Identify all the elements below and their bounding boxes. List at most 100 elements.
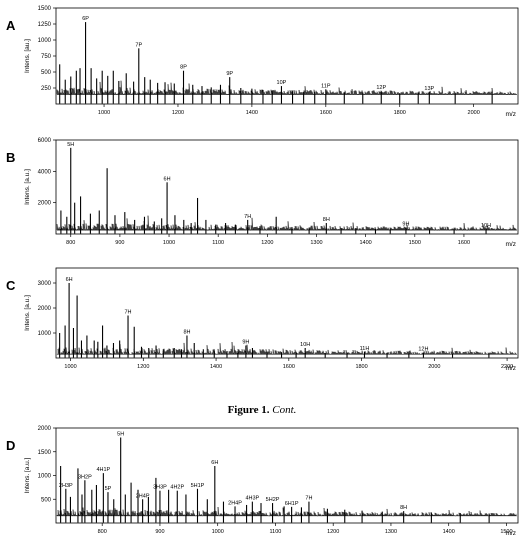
x-tick-label: 2000 bbox=[428, 364, 440, 370]
peak-label: 8H bbox=[183, 330, 190, 336]
x-tick-label: 1000 bbox=[212, 529, 224, 535]
x-tick-label: 1400 bbox=[443, 529, 455, 535]
peak-label: 3H2P bbox=[78, 474, 92, 480]
y-tick-label: 500 bbox=[41, 497, 52, 503]
peak-label: 7H bbox=[125, 310, 132, 316]
peak-label: 7H bbox=[244, 214, 251, 220]
panel-letter: A bbox=[6, 18, 16, 33]
y-tick-label: 750 bbox=[41, 54, 52, 60]
x-tick-label: 800 bbox=[66, 240, 75, 246]
x-tick-label: 1200 bbox=[137, 364, 149, 370]
peak-label: 2H4P bbox=[228, 500, 242, 506]
noise-trace bbox=[56, 342, 517, 356]
peak-label: 11P bbox=[321, 83, 331, 89]
x-axis-label: m/z bbox=[506, 241, 516, 248]
y-tick-label: 1250 bbox=[38, 22, 52, 28]
x-tick-label: 1800 bbox=[355, 364, 367, 370]
peak-label: 10P bbox=[277, 80, 287, 86]
x-tick-label: 900 bbox=[155, 529, 164, 535]
noise-trace bbox=[56, 215, 517, 232]
peak-label: 8P bbox=[180, 65, 187, 71]
panel-letter: B bbox=[6, 150, 15, 165]
y-axis-label: Intens. [a.u.] bbox=[24, 295, 31, 331]
y-axis-label: Intens. [au.] bbox=[24, 39, 31, 73]
y-tick-label: 2000 bbox=[38, 426, 52, 432]
spectrum-panel-d: D Intens. [a.u.] 500 1000 1500 2000 800 900 1000… bbox=[6, 426, 519, 537]
plot-frame bbox=[55, 139, 519, 235]
x-tick-label: 1300 bbox=[310, 240, 322, 246]
peak-label: 7P bbox=[135, 42, 142, 48]
spectrum-panel-b: B Intens. [a.u.] 2000 4000 6000 800 900 1000 110… bbox=[6, 138, 519, 248]
x-tick-label: 1000 bbox=[64, 364, 76, 370]
y-tick-label: 250 bbox=[41, 86, 52, 92]
x-tick-label: 1200 bbox=[327, 529, 339, 535]
panel-letter: D bbox=[6, 438, 15, 453]
x-tick-label: 2000 bbox=[468, 110, 480, 116]
peak-label: 10H bbox=[300, 342, 310, 348]
y-axis-label: Intens. [a.u.] bbox=[24, 457, 31, 493]
peak-label: 12P bbox=[376, 85, 386, 91]
peak-label: 2H3P bbox=[59, 483, 73, 489]
peak-label: 5H1P bbox=[191, 483, 205, 489]
peak-label: 4H3P bbox=[245, 496, 259, 502]
y-axis-label: Intens. [a.u.] bbox=[24, 169, 31, 205]
peak-label: 4H1P bbox=[96, 467, 110, 473]
peak-label: 6H bbox=[66, 277, 73, 283]
x-tick-label: 1600 bbox=[283, 364, 295, 370]
peak-label: 6H1P bbox=[285, 501, 299, 507]
peak-label: 2H4P bbox=[136, 493, 150, 499]
peak-label: 12H bbox=[418, 347, 428, 353]
y-tick-label: 500 bbox=[41, 70, 52, 76]
x-tick-label: 1100 bbox=[212, 240, 224, 246]
y-tick-label: 1000 bbox=[38, 474, 52, 480]
peak-label: 8H bbox=[400, 505, 407, 511]
x-tick-label: 1600 bbox=[320, 110, 332, 116]
x-tick-label: 1400 bbox=[210, 364, 222, 370]
plot-frame bbox=[55, 267, 519, 359]
panel-letter: C bbox=[6, 278, 16, 293]
x-tick-label: 1200 bbox=[261, 240, 273, 246]
peak-label: 13P bbox=[424, 86, 434, 92]
plot-frame bbox=[55, 7, 519, 105]
y-tick-label: 1500 bbox=[38, 6, 52, 12]
x-tick-label: 1500 bbox=[409, 240, 421, 246]
y-tick-label: 6000 bbox=[38, 138, 52, 144]
y-tick-label: 1000 bbox=[38, 331, 52, 337]
spectrum-panel-a: A Intens. [au.] 250 500 750 1000 1250 1500 1000 1… bbox=[6, 6, 519, 118]
peak-label: 8H bbox=[323, 217, 330, 223]
x-tick-label: 1800 bbox=[394, 110, 406, 116]
y-tick-label: 1500 bbox=[38, 450, 52, 456]
x-tick-label: 1200 bbox=[172, 110, 184, 116]
x-tick-label: 1600 bbox=[458, 240, 470, 246]
x-tick-label: 900 bbox=[115, 240, 124, 246]
peak-label: 9H bbox=[402, 222, 409, 228]
spectrum-panel-c: C Intens. [a.u.] 1000 2000 3000 1000 1200 1400 1… bbox=[6, 267, 519, 372]
x-axis-label: m/z bbox=[506, 111, 516, 118]
peak-label: 9H bbox=[242, 340, 249, 346]
caption-continued: Cont. bbox=[272, 404, 297, 416]
x-tick-label: 1400 bbox=[246, 110, 258, 116]
peak-label: 9P bbox=[226, 71, 233, 77]
x-axis-label: m/z bbox=[506, 530, 516, 537]
x-axis-label: m/z bbox=[506, 365, 516, 372]
y-tick-label: 4000 bbox=[38, 169, 52, 175]
x-tick-label: 1400 bbox=[360, 240, 372, 246]
y-tick-label: 2000 bbox=[38, 201, 52, 207]
peak-label: 3H3P bbox=[153, 485, 167, 491]
peak-label: 6P bbox=[82, 16, 89, 22]
peak-label: 11H bbox=[360, 346, 370, 352]
x-tick-label: 1500 bbox=[500, 529, 512, 535]
peak-label: 5P bbox=[105, 486, 112, 492]
x-tick-label: 800 bbox=[98, 529, 107, 535]
peak-label: 5H2P bbox=[266, 497, 280, 503]
peak-label: 4H2P bbox=[170, 485, 184, 491]
peak-label: 6H bbox=[211, 460, 218, 466]
peak-label: 6H bbox=[164, 176, 171, 182]
y-tick-label: 3000 bbox=[38, 281, 52, 287]
x-tick-label: 2200 bbox=[501, 364, 513, 370]
y-tick-label: 1000 bbox=[38, 38, 52, 44]
x-tick-label: 1000 bbox=[98, 110, 110, 116]
x-tick-label: 1300 bbox=[385, 529, 397, 535]
caption-figure-number: Figure 1. bbox=[227, 404, 270, 416]
